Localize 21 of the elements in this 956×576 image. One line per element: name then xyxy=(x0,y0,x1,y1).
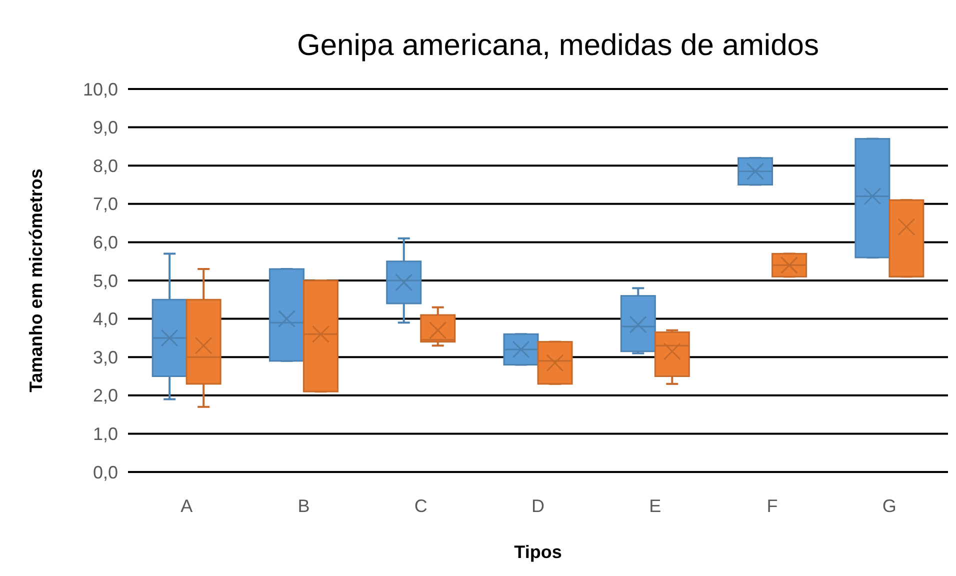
x-axis-title: Tipos xyxy=(514,542,562,562)
chart-title: Genipa americana, medidas de amidos xyxy=(297,29,819,62)
x-tick-label: F xyxy=(766,496,778,516)
x-tick-label: B xyxy=(298,496,310,516)
y-tick-label: 0,0 xyxy=(92,462,118,482)
x-tick-label: A xyxy=(180,496,193,516)
y-tick-label: 9,0 xyxy=(92,118,118,138)
y-tick-label: 10,0 xyxy=(82,79,118,100)
x-tick-label: E xyxy=(649,496,662,516)
y-tick-label: 3,0 xyxy=(92,347,118,368)
y-axis-title: Tamanho em micrómetros xyxy=(26,168,46,392)
x-tick-label: D xyxy=(532,496,544,516)
y-tick-label: 4,0 xyxy=(92,309,118,330)
y-tick-label: 2,0 xyxy=(92,386,118,406)
y-tick-label: 8,0 xyxy=(92,156,118,176)
y-tick-label: 1,0 xyxy=(92,424,118,444)
x-tick-label: G xyxy=(882,496,896,516)
y-tick-label: 5,0 xyxy=(92,270,118,291)
x-tick-label: C xyxy=(414,496,428,516)
y-tick-label: 6,0 xyxy=(92,232,118,252)
y-tick-label: 7,0 xyxy=(92,194,118,214)
